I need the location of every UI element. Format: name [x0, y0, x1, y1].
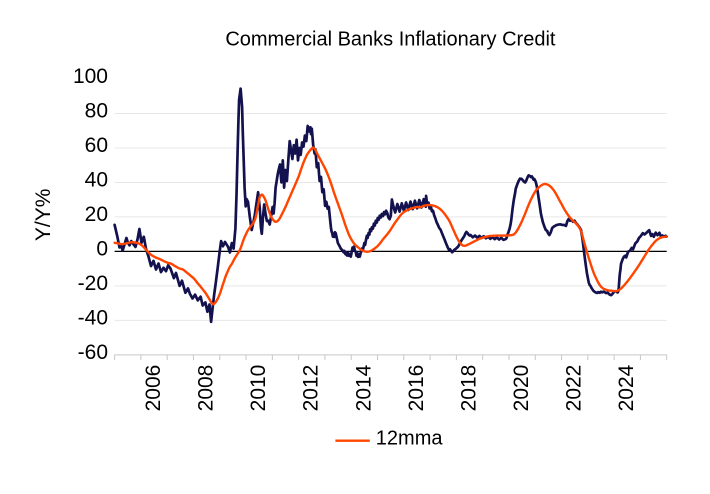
svg-text:2006: 2006: [142, 365, 165, 412]
svg-text:2014: 2014: [352, 364, 375, 411]
svg-text:20: 20: [85, 203, 108, 226]
svg-text:2012: 2012: [300, 365, 323, 412]
svg-text:2016: 2016: [405, 365, 428, 412]
svg-text:-60: -60: [78, 341, 108, 364]
svg-text:0: 0: [96, 237, 108, 260]
svg-text:2008: 2008: [195, 365, 218, 412]
svg-text:12mma: 12mma: [376, 427, 444, 449]
svg-text:40: 40: [85, 168, 108, 191]
svg-text:2018: 2018: [457, 365, 480, 412]
svg-text:80: 80: [85, 100, 108, 123]
svg-text:2024: 2024: [615, 364, 638, 411]
svg-text:100: 100: [73, 65, 108, 88]
svg-text:-40: -40: [78, 306, 108, 329]
svg-text:2022: 2022: [563, 365, 586, 412]
svg-text:Y/Y%: Y/Y%: [32, 189, 55, 242]
svg-text:Commercial Banks Inflationary: Commercial Banks Inflationary Credit: [225, 28, 556, 50]
svg-text:2010: 2010: [247, 365, 270, 412]
svg-text:60: 60: [85, 134, 108, 157]
svg-text:2020: 2020: [510, 365, 533, 412]
svg-text:-20: -20: [78, 272, 108, 295]
